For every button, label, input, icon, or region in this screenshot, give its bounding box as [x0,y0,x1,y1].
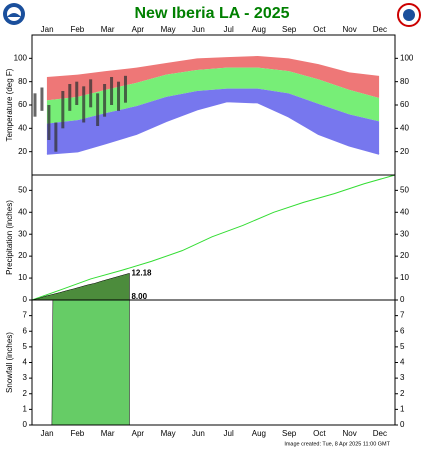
y-tick-label: 80 [18,77,27,86]
y-tick-label: 30 [18,229,27,238]
observed-bar [96,93,100,126]
observed-bar [103,84,107,117]
x-tick-label: Aug [252,429,266,438]
x-tick-label: Oct [313,429,326,438]
y-tick-label: 6 [23,326,28,335]
x-tick-label: Feb [70,429,84,438]
observed-bar [110,77,114,105]
observed-bar [89,79,93,108]
y-tick-label: 0 [23,295,28,304]
y-tick-label: 50 [18,185,27,194]
x-tick-label: Jul [224,429,234,438]
y2-tick-label: 2 [400,389,405,398]
data-label: 12.18 [131,268,152,277]
x-tick-label: Nov [343,429,357,438]
plot-area [32,175,395,300]
x-tick-label: Sep [282,429,297,438]
x-tick-label-top: Aug [252,25,266,34]
y-tick-label: 20 [18,251,27,260]
x-tick-label: May [161,429,176,438]
y2-tick-label: 100 [400,53,414,62]
y-tick-label: 40 [18,207,27,216]
x-tick-label: Mar [101,429,115,438]
y2-tick-label: 1 [400,404,405,413]
x-tick-label: Jun [192,429,205,438]
normal-line [31,174,396,301]
y-tick-label: 1 [23,404,28,413]
y2-tick-label: 80 [400,77,409,86]
y-tick-label: 5 [23,342,28,351]
temperature-band [46,56,380,101]
x-tick-label-top: Apr [132,25,145,34]
x-tick-label: Apr [132,429,145,438]
y2-tick-label: 60 [400,100,409,109]
observed-bar [123,75,127,103]
y-tick-label: 3 [23,373,28,382]
y-tick-label: 40 [18,123,27,132]
y-tick-label: 7 [23,311,28,320]
observed-bar [61,91,65,129]
y2-tick-label: 5 [400,342,405,351]
y-tick-label: 10 [18,273,27,282]
x-tick-label-top: Mar [101,25,115,34]
y2-tick-label: 30 [400,229,409,238]
x-tick-label-top: Sep [282,25,297,34]
y2-tick-label: 0 [400,295,405,304]
y2-tick-label: 3 [400,373,405,382]
y-axis-label: Temperature (deg F) [5,68,14,141]
observed-bar [68,84,72,111]
x-tick-label-top: Oct [313,25,326,34]
record-low-line [46,100,380,155]
x-tick-label-top: May [161,25,176,34]
y2-tick-label: 20 [400,251,409,260]
y2-tick-label: 6 [400,326,405,335]
observed-bar [40,87,44,111]
y2-tick-label: 0 [400,420,405,429]
observed-bar [47,105,51,140]
x-tick-label-top: Dec [373,25,387,34]
y2-tick-label: 40 [400,207,409,216]
x-tick-label-top: Jun [192,25,205,34]
footer: Image created: Tue, 8 Apr 2025 11:00 GMT [284,441,390,447]
chart-title: New Iberia LA - 2025 [134,5,289,22]
y2-tick-label: 10 [400,273,409,282]
data-label: 8.00 [131,292,147,301]
x-tick-label-top: Nov [343,25,357,34]
y-tick-label: 0 [23,420,28,429]
nws-logo [397,3,421,27]
observed-bar [54,122,58,152]
y2-tick-label: 7 [400,311,405,320]
observed-bar [82,86,86,123]
y-tick-label: 2 [23,389,28,398]
y2-tick-label: 50 [400,185,409,194]
panel-frame [31,299,396,426]
y-tick-label: 60 [18,100,27,109]
temperature-band [46,88,380,154]
y-axis-label: Snowfall (inches) [5,332,14,393]
x-tick-label-top: Feb [70,25,84,34]
y-axis-label: Precipitation (inches) [5,200,14,275]
y-tick-label: 4 [23,358,28,367]
y2-tick-label: 4 [400,358,405,367]
x-tick-label-top: Jan [41,25,54,34]
temperature-band [46,67,380,124]
x-tick-label-top: Jul [224,25,234,34]
y-tick-label: 20 [18,147,27,156]
observed-bar [33,93,37,117]
observed-bar [117,81,121,111]
noaa-logo [3,3,25,25]
x-tick-label: Jan [41,429,54,438]
y2-tick-label: 20 [400,147,409,156]
y2-tick-label: 40 [400,123,409,132]
observed-bar [75,81,79,105]
x-tick-label: Dec [373,429,387,438]
y-tick-label: 100 [14,53,28,62]
area [31,272,130,301]
